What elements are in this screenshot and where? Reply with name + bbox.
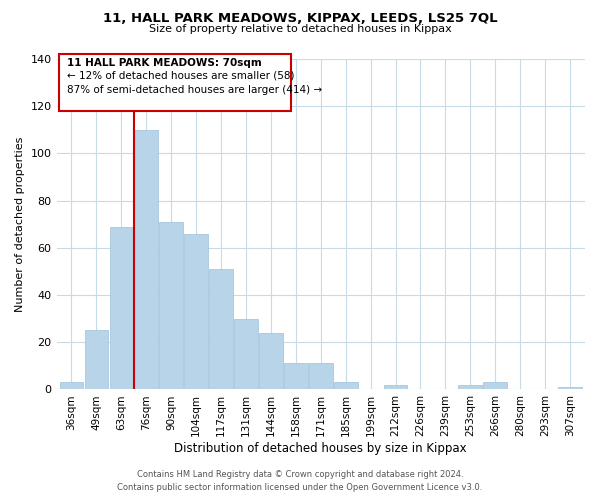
Bar	[184, 234, 208, 390]
Bar	[110, 226, 133, 390]
Bar	[85, 330, 108, 390]
Y-axis label: Number of detached properties: Number of detached properties	[15, 136, 25, 312]
Text: ← 12% of detached houses are smaller (58): ← 12% of detached houses are smaller (58…	[67, 71, 294, 81]
Bar	[234, 318, 258, 390]
Bar	[309, 364, 332, 390]
Bar	[284, 364, 308, 390]
FancyBboxPatch shape	[59, 54, 291, 111]
Text: 11, HALL PARK MEADOWS, KIPPAX, LEEDS, LS25 7QL: 11, HALL PARK MEADOWS, KIPPAX, LEEDS, LS…	[103, 12, 497, 26]
Bar	[160, 222, 183, 390]
Bar	[484, 382, 507, 390]
Text: 87% of semi-detached houses are larger (414) →: 87% of semi-detached houses are larger (…	[67, 85, 322, 95]
Bar	[259, 333, 283, 390]
Bar	[134, 130, 158, 390]
Text: 11 HALL PARK MEADOWS: 70sqm: 11 HALL PARK MEADOWS: 70sqm	[67, 58, 261, 68]
Bar	[59, 382, 83, 390]
Bar	[209, 269, 233, 390]
Bar	[458, 384, 482, 390]
Text: Contains HM Land Registry data © Crown copyright and database right 2024.
Contai: Contains HM Land Registry data © Crown c…	[118, 470, 482, 492]
Bar	[384, 384, 407, 390]
Text: Size of property relative to detached houses in Kippax: Size of property relative to detached ho…	[149, 24, 451, 34]
X-axis label: Distribution of detached houses by size in Kippax: Distribution of detached houses by size …	[175, 442, 467, 455]
Bar	[558, 387, 582, 390]
Bar	[334, 382, 358, 390]
